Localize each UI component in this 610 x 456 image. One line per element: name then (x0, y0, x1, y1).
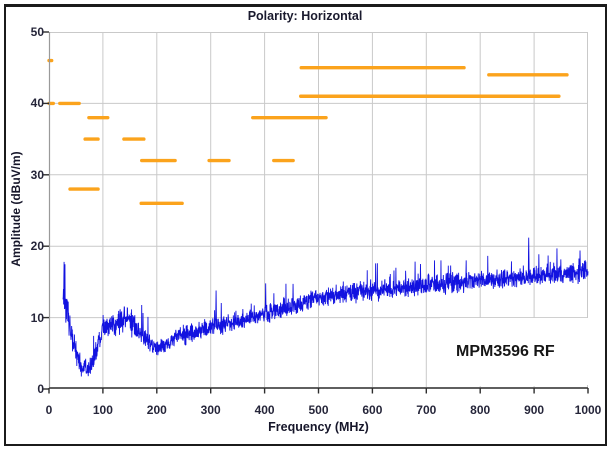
x-tick-label: 1000 (574, 403, 602, 417)
y-tick-label: 40 (30, 96, 44, 111)
x-tick-label: 700 (416, 403, 437, 417)
y-tick-label: 50 (30, 25, 44, 39)
y-axis-title: Amplitude (dBuV/m) (9, 151, 23, 267)
radiated-emissions-trace (62, 237, 589, 377)
x-tick-label: 900 (524, 403, 545, 417)
chart-title: Polarity: Horizontal (247, 9, 363, 23)
x-tick-label: 300 (200, 403, 221, 417)
x-tick-label: 0 (45, 403, 53, 417)
x-axis-title: Frequency (MHz) (268, 420, 369, 434)
y-tick-label: 0 (37, 382, 44, 396)
x-tick-label: 500 (308, 403, 329, 417)
x-tick-label: 800 (470, 403, 491, 417)
y-tick-label: 30 (30, 167, 44, 182)
x-tick-label: 600 (362, 403, 383, 417)
x-tick-label: 200 (146, 403, 167, 417)
device-label: MPM3596 RF (440, 318, 588, 385)
y-tick-label: 20 (30, 239, 44, 254)
y-tick-label: 10 (30, 310, 44, 325)
x-tick-label: 400 (254, 403, 275, 417)
x-tick-label: 100 (92, 403, 113, 417)
